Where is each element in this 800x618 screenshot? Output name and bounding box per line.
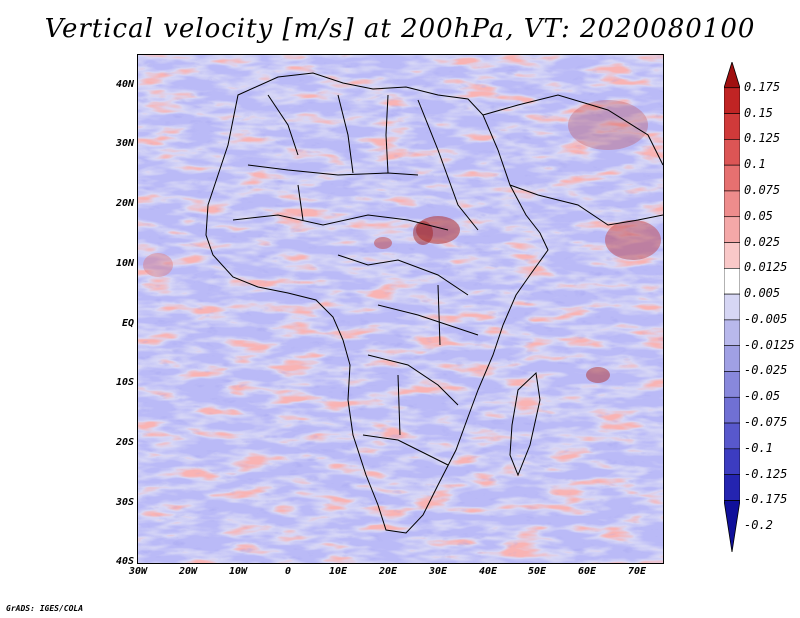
colorbar-swatch	[724, 190, 740, 218]
colorbar-level-label: -0.005	[744, 311, 788, 326]
colorbar-swatch	[724, 242, 740, 269]
colorbar-level-label: 0.075	[744, 182, 781, 197]
colorbar	[724, 62, 740, 552]
lon-label-30w: 30W	[128, 566, 148, 577]
colorbar-swatch	[724, 422, 740, 450]
lat-label-30s: 30S	[115, 497, 134, 508]
coastline-outline	[205, 72, 663, 534]
lon-label-70e: 70E	[627, 566, 647, 577]
colorbar-swatch	[724, 474, 740, 501]
lat-label-40n: 40N	[115, 79, 134, 90]
lon-label-0: 0	[284, 566, 292, 577]
lat-label-20s: 20S	[115, 437, 134, 448]
vertical-velocity-field	[138, 55, 663, 563]
colorbar-swatch	[724, 139, 740, 166]
lon-label-20w: 20W	[178, 566, 198, 577]
lon-label-30e: 30E	[428, 566, 448, 577]
colorbar-top-arrow	[724, 62, 740, 89]
colorbar-swatch	[724, 216, 740, 243]
colorbar-swatch	[724, 448, 740, 475]
grads-credit: GrADS: IGES/COLA	[6, 604, 84, 613]
colorbar-swatch	[724, 345, 740, 372]
colorbar-level-label: -0.2	[744, 518, 773, 533]
colorbar-level-label: -0.05	[744, 389, 781, 404]
colorbar-level-label: 0.005	[744, 286, 781, 301]
colorbar-level-label: 0.175	[744, 79, 781, 94]
lat-label-30n: 30N	[115, 138, 134, 149]
colorbar-level-label: 0.025	[744, 234, 781, 249]
lat-label-10s: 10S	[115, 377, 134, 388]
colorbar-swatch	[724, 113, 740, 140]
colorbar-level-label: -0.025	[744, 363, 788, 378]
colorbar-level-label: 0.15	[744, 105, 773, 120]
colorbar-level-label: -0.175	[744, 492, 788, 507]
map-title: Vertical velocity [m/s] at 200hPa, VT: 2…	[44, 14, 756, 44]
colorbar-level-label: -0.0125	[744, 337, 795, 352]
lon-label-40e: 40E	[478, 566, 498, 577]
colorbar-swatch	[724, 268, 740, 295]
colorbar-level-label: 0.05	[744, 208, 773, 223]
map-panel	[137, 54, 664, 564]
colorbar-level-label: -0.125	[744, 466, 788, 481]
lon-label-10w: 10W	[228, 566, 248, 577]
lat-label-20n: 20N	[115, 198, 134, 209]
colorbar-swatch	[724, 87, 740, 114]
colorbar-level-label: -0.075	[744, 415, 788, 430]
lon-label-60e: 60E	[577, 566, 597, 577]
colorbar-swatch	[724, 396, 740, 424]
lat-label-eq: EQ	[121, 318, 134, 329]
lon-label-10e: 10E	[328, 566, 348, 577]
colorbar-swatch	[724, 293, 740, 321]
colorbar-level-label: -0.1	[744, 440, 773, 455]
colorbar-level-label: 0.0125	[744, 260, 788, 275]
colorbar-bottom-arrow	[724, 500, 740, 552]
lon-label-20e: 20E	[378, 566, 398, 577]
colorbar-level-label: 0.1	[744, 157, 766, 172]
colorbar-swatch	[724, 319, 740, 346]
lat-label-10n: 10N	[115, 258, 134, 269]
colorbar-swatch	[724, 371, 740, 398]
lat-label-40s: 40S	[115, 556, 134, 567]
colorbar-swatch	[724, 164, 740, 192]
colorbar-level-label: 0.125	[744, 131, 781, 146]
lon-label-50e: 50E	[527, 566, 547, 577]
